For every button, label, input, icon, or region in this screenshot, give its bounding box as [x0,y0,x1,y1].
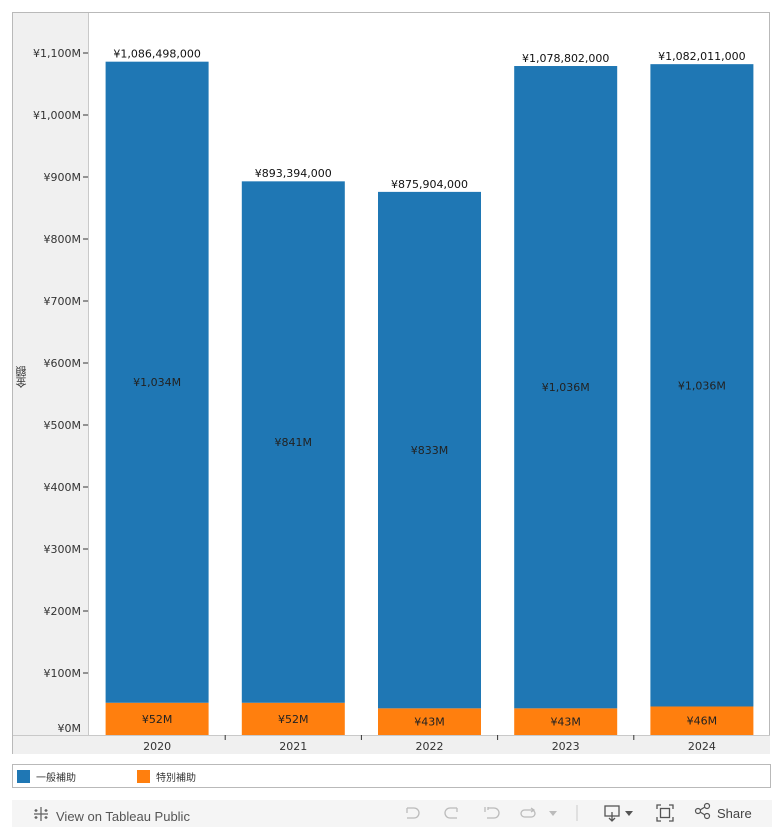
bar-segment-label: ¥833M [411,444,449,457]
bar-segment-general[interactable] [514,66,618,709]
bar-segment-special[interactable] [241,702,345,735]
bar-segment-general[interactable] [650,64,754,707]
stacked-bar-chart: ¥0M ¥100M ¥200M ¥300M ¥400M ¥500M ¥600M ¥700M ¥8… [33,47,754,753]
x-tick-label: 2024 [688,740,716,753]
y-tick-label: ¥400M [44,481,82,494]
bar-segment-label: ¥43M [414,716,445,729]
bar-segment-general[interactable] [378,191,481,709]
y-tick-label: ¥1,100M [33,47,81,60]
x-axis-panel [13,735,770,754]
toolbar-separator [574,804,580,822]
bar-total-label: ¥893,394,000 [255,167,332,180]
y-tick-label: ¥300M [44,543,82,556]
share-button[interactable]: Share [694,802,754,824]
undo-icon[interactable] [402,804,422,822]
bar-segment-label: ¥52M [278,713,309,726]
legend-label-general: 一般補助 [36,772,76,784]
y-tick-label: ¥700M [44,295,82,308]
x-tick-label: 2020 [143,740,171,753]
y-tick-label: ¥800M [44,233,82,246]
revert-icon[interactable] [482,804,502,822]
y-tick-label: ¥0M [58,722,82,735]
legend-swatch-special [137,769,150,783]
bar-segment-label: ¥841M [275,436,313,449]
bar-segment-general[interactable] [105,61,209,703]
bar-segment-label: ¥1,034M [133,376,181,389]
bar-segment-special[interactable] [514,708,618,735]
y-tick-label: ¥200M [44,605,82,618]
bars: ¥52M ¥1,034M ¥1,086,498,000 ¥52M ¥841M ¥893,3… [105,47,754,735]
bar-segment-label: ¥52M [142,713,173,726]
x-tick-label: 2023 [552,740,580,753]
bar-total-label: ¥1,078,802,000 [522,52,609,65]
share-label: Share [717,805,752,821]
tableau-logo-icon [32,805,50,827]
view-on-tableau-public-link[interactable]: View on Tableau Public [32,805,190,827]
y-axis-divider [88,13,89,754]
bar-segment-label: ¥1,036M [678,379,726,392]
share-icon [694,802,712,824]
y-axis-panel [13,13,88,754]
x-tick-label: 2022 [416,740,444,753]
bar-segment-general[interactable] [241,181,345,703]
bar-segment-label: ¥1,036M [542,381,590,394]
bar-total-label: ¥1,086,498,000 [113,47,200,60]
view-on-tableau-public-label: View on Tableau Public [56,808,190,824]
bar-segment-special[interactable] [650,706,754,735]
fullscreen-icon[interactable] [654,804,676,822]
y-tick-label: ¥500M [44,419,82,432]
x-axis-ticks: 2020 2021 2022 2023 2024 [143,735,716,753]
y-tick-label: ¥900M [44,171,82,184]
bar-total-label: ¥875,904,000 [391,178,468,191]
legend-item-general[interactable]: 一般補助 [17,769,76,784]
tableau-toolbar: View on Tableau Public Share [12,800,772,827]
legend-item-special[interactable]: 特別補助 [137,769,196,784]
refresh-icon[interactable] [518,804,538,822]
y-tick-label: ¥100M [44,667,82,680]
bar-total-label: ¥1,082,011,000 [658,50,745,63]
bar-segment-label: ¥43M [550,716,581,729]
y-tick-label: ¥600M [44,357,82,370]
redo-icon[interactable] [442,804,462,822]
legend-label-special: 特別補助 [156,772,196,784]
bar-segment-special[interactable] [105,702,209,735]
refresh-dropdown-icon[interactable] [546,804,560,822]
bar-segment-label: ¥46M [687,715,718,728]
legend: 一般補助 特別補助 [12,764,771,788]
bar-segment-special[interactable] [378,708,481,735]
legend-swatch-general [17,769,30,783]
download-icon[interactable] [602,804,638,822]
x-tick-label: 2021 [279,740,307,753]
y-tick-label: ¥1,000M [33,109,81,122]
y-axis-ticks: ¥0M ¥100M ¥200M ¥300M ¥400M ¥500M ¥600M ¥700M ¥8… [33,47,88,735]
